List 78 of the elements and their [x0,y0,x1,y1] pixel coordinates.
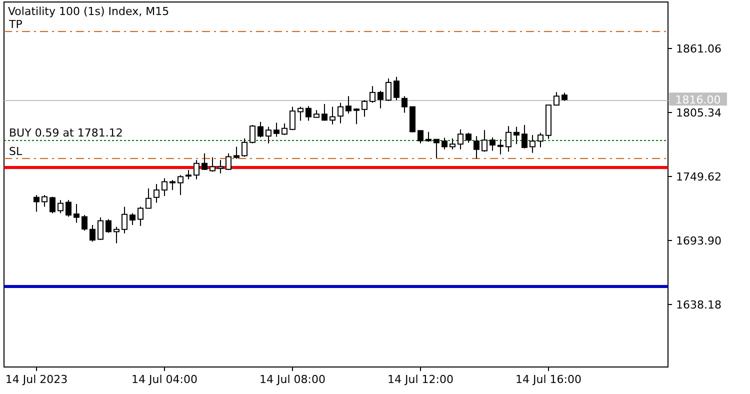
ref-line-label: 1816.00 [675,94,721,107]
candlestick [98,216,104,241]
candlestick [162,178,168,196]
y-tick-label: 1638.18 [676,298,722,312]
candlestick [274,122,280,138]
candlestick [554,92,560,106]
candlestick [418,130,424,144]
candlestick [362,100,368,118]
candlestick [482,130,488,152]
candlestick [138,206,144,227]
candlestick [114,226,120,244]
candlestick [514,126,520,145]
candlestick [186,170,192,180]
candlestick [194,160,200,180]
ref-line-label: TP [8,18,23,32]
candlestick [426,131,432,142]
candlestick [202,152,208,171]
candlestick [170,180,176,191]
candlestick [458,128,464,150]
candlestick [210,156,216,172]
candlestick [394,76,400,101]
y-tick-label: 1805.34 [676,106,722,120]
ref-line-label: SL [9,145,23,158]
candlestick [522,124,528,149]
candlestick [498,138,504,155]
candlestick [250,124,256,144]
candlestick [442,137,448,150]
candlestick [106,218,112,234]
candlestick [242,138,248,158]
x-tick-label: 14 Jul 08:00 [260,373,326,386]
candlestick [34,194,40,212]
candlestick [506,126,512,152]
candlestick [538,132,544,148]
candlestick [130,212,136,226]
x-tick-label: 14 Jul 16:00 [516,373,582,386]
x-tick-label: 14 Jul 04:00 [132,373,198,386]
candlestick [490,136,496,152]
y-tick-label: 1861.06 [676,42,722,56]
candlestick [154,184,160,204]
x-tick-label: 14 Jul 12:00 [388,373,454,386]
y-tick-label: 1693.90 [676,234,722,248]
candlestick [338,102,344,124]
candlestick [266,126,272,144]
candlestick [90,224,96,242]
candlestick [466,132,472,144]
ref-line-label: BUY 0.59 at 1781.12 [9,126,123,140]
candlestick [298,106,304,122]
candlestick [58,199,64,214]
candlestick [402,96,408,114]
candlestick [74,204,80,224]
candlestick [378,90,384,109]
candlestick [322,104,328,122]
y-tick-label: 1749.62 [676,170,722,184]
chart-title: Volatility 100 (1s) Index, M15 [8,5,170,18]
candlestick [234,146,240,160]
candlestick [50,196,56,214]
candlestick [258,121,264,138]
candlestick [450,138,456,150]
candlestick [290,106,296,131]
candlestick [66,199,72,218]
candlestick [346,96,352,114]
candlestick [282,122,288,136]
candlestick [178,174,184,196]
candlestick [370,86,376,104]
candlestick [82,214,88,232]
candlestick [386,78,392,102]
candlestick [330,106,336,125]
candlestick [306,106,312,122]
x-tick-label: 14 Jul 2023 [5,373,68,386]
candlestick [474,136,480,160]
candlestick [354,108,360,125]
candlestick [530,134,536,154]
candlestick [434,138,440,159]
candlestick [146,188,152,209]
candlestick [42,194,48,208]
candlestick [218,160,224,174]
candlestick [226,152,232,171]
candlestick [122,206,128,234]
